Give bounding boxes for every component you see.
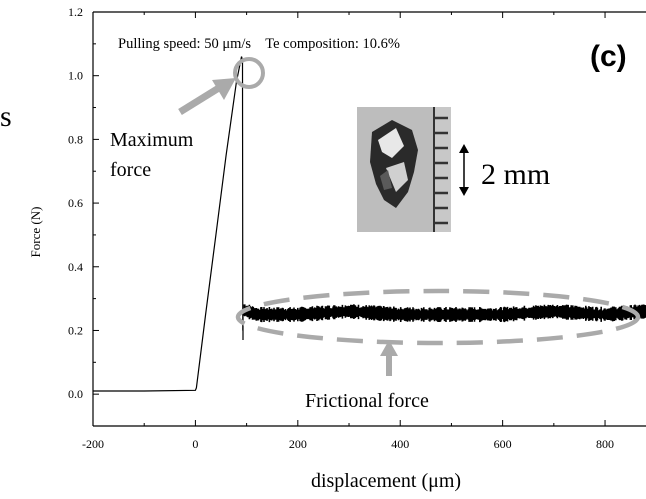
frictional-force-ellipse <box>235 288 641 346</box>
maximum-force-arrow <box>178 78 236 115</box>
frictional-force-label: Frictional force <box>305 390 429 412</box>
frictional-force-arrow <box>380 340 398 376</box>
y-tick-label: 0.2 <box>68 323 83 337</box>
force-curve <box>93 56 244 392</box>
sample-photo-inset <box>357 107 451 232</box>
conditions-annotation: Pulling speed: 50 μm/s Te composition: 1… <box>118 36 400 52</box>
x-tick-label: 600 <box>494 437 512 451</box>
scale-bar-label: 2 mm <box>481 158 550 191</box>
y-tick-label: 0.0 <box>68 387 83 401</box>
panel-label: (c) <box>590 40 627 73</box>
frictional-noise-band <box>243 304 646 323</box>
x-tick-label: 200 <box>289 437 307 451</box>
y-axis-label: Force (N) <box>28 207 43 258</box>
maximum-force-label-line1: Maximum <box>110 129 194 151</box>
scale-bar <box>459 144 469 196</box>
y-tick-label: 0.8 <box>68 132 83 146</box>
maximum-force-label-line2: force <box>110 159 151 181</box>
y-tick-label: 1.0 <box>68 69 83 83</box>
x-tick-label: -200 <box>82 437 104 451</box>
y-tick-label: 0.6 <box>68 196 83 210</box>
y-tick-label: 0.4 <box>68 260 83 274</box>
y-axis-ticks: 0.0 0.2 0.4 0.6 0.8 1.0 1.2 <box>68 5 99 427</box>
maximum-force-marker-circle <box>233 57 265 89</box>
partial-text-left: s <box>0 100 12 133</box>
y-tick-label: 1.2 <box>68 5 83 19</box>
x-tick-label: 800 <box>596 437 614 451</box>
x-axis-label: displacement (μm) <box>311 470 461 492</box>
x-tick-label: 400 <box>391 437 409 451</box>
x-tick-label: 0 <box>192 437 198 451</box>
friction-noise-path <box>243 304 646 323</box>
x-axis-ticks: -200 0 200 400 600 800 <box>82 12 614 451</box>
